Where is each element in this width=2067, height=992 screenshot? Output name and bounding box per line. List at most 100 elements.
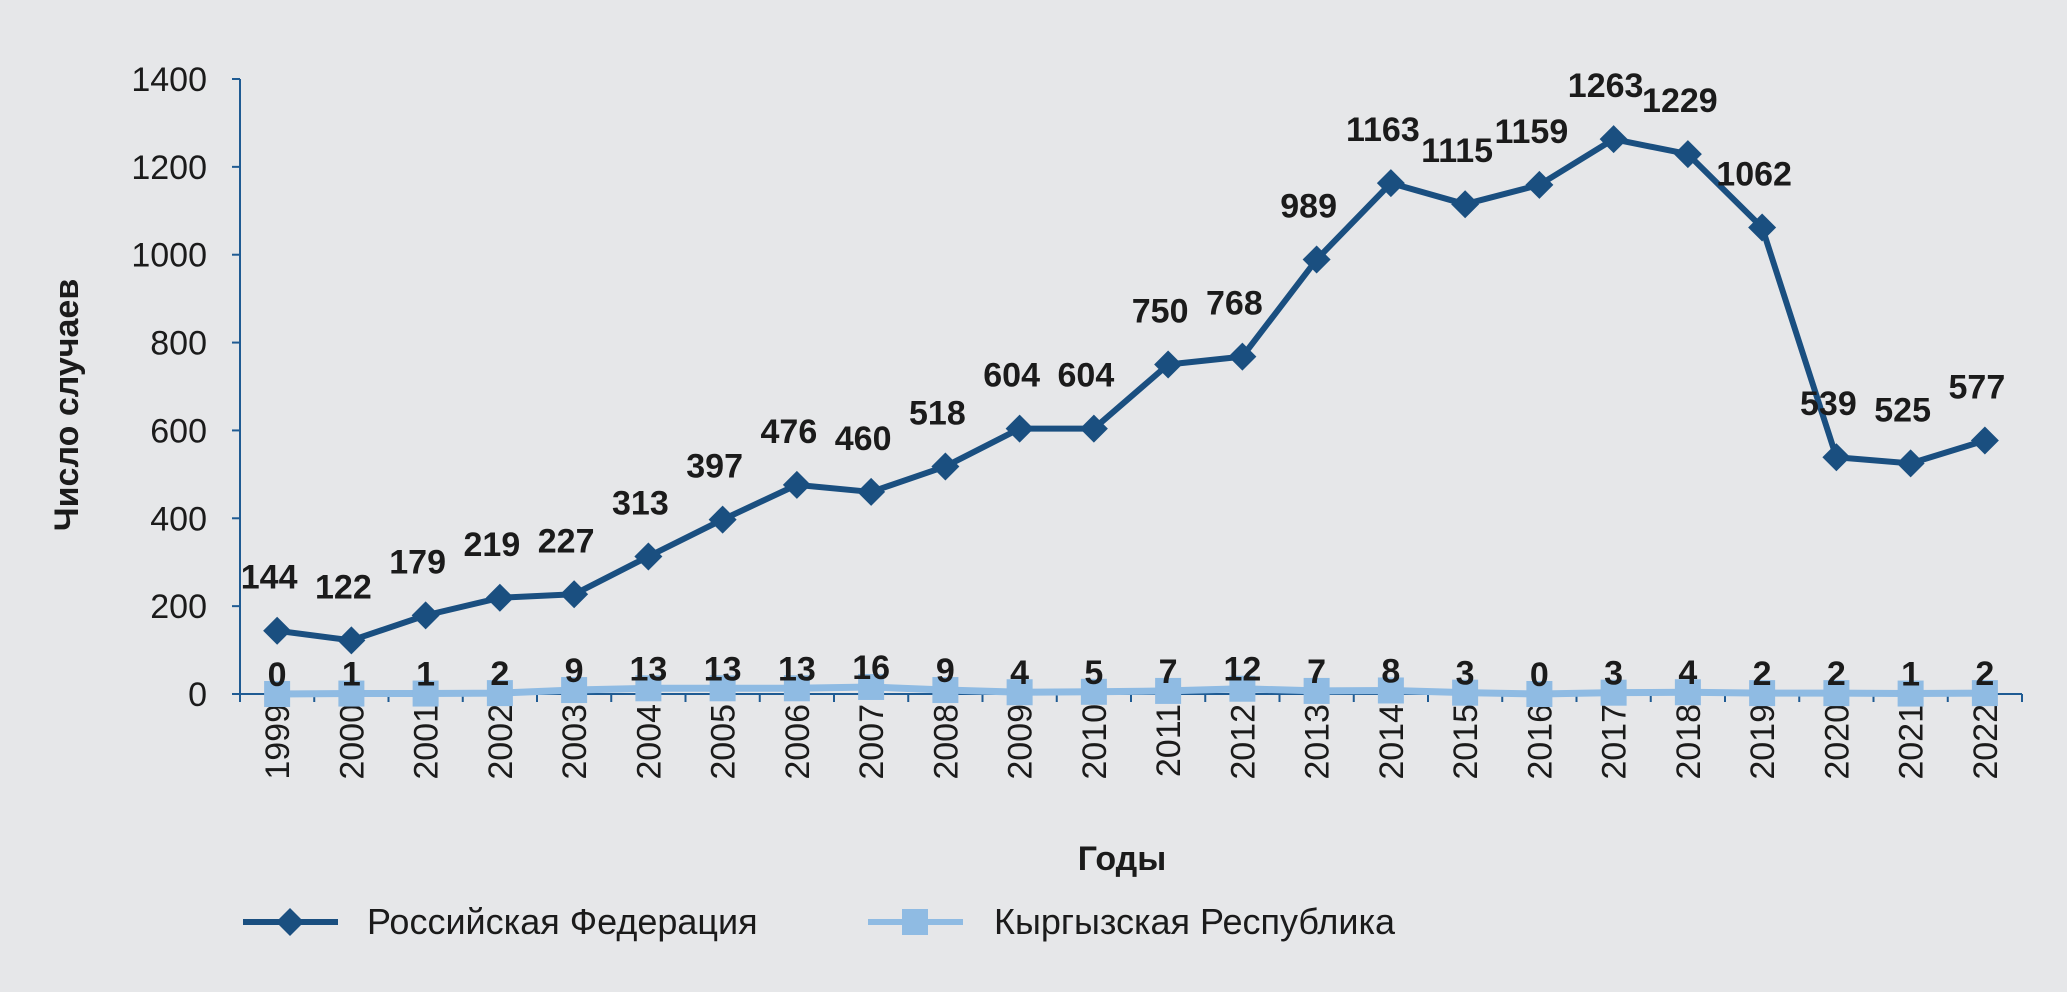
data-label-kyrgyzstan: 16: [852, 649, 890, 687]
x-tick-label: 2020: [1818, 704, 1856, 780]
data-label-russia: 144: [241, 559, 298, 597]
x-axis-ticks: 1999 2000 2001 2002 2003 2004 2005 2006 2007 2008…: [239, 694, 2023, 780]
data-label-russia: 989: [1280, 188, 1337, 226]
data-label-russia: 525: [1874, 391, 1931, 429]
data-point-kyrgyzstan: [635, 675, 662, 702]
data-point-russia: [1451, 190, 1480, 219]
data-point-kyrgyzstan: [1526, 681, 1553, 707]
series-layer: [263, 125, 1999, 707]
data-label-kyrgyzstan: 1: [416, 656, 435, 694]
y-tick-label: 1000: [131, 237, 207, 275]
data-label-russia: 1263: [1568, 67, 1644, 105]
y-tick-label: 1400: [131, 61, 207, 99]
data-point-kyrgyzstan: [709, 675, 736, 702]
data-point-kyrgyzstan: [1823, 680, 1850, 707]
data-label-kyrgyzstan: 7: [1159, 653, 1178, 691]
data-label-kyrgyzstan: 7: [1307, 653, 1326, 691]
x-tick-label: 2018: [1670, 704, 1708, 780]
data-label-russia: 604: [983, 357, 1040, 395]
data-point-kyrgyzstan: [1155, 677, 1182, 704]
data-point-russia: [1079, 414, 1108, 443]
x-tick-label: 2017: [1596, 704, 1634, 780]
data-label-kyrgyzstan: 2: [1975, 655, 1994, 693]
data-label-russia: 577: [1949, 369, 2006, 407]
data-point-russia: [337, 626, 366, 655]
data-label-russia: 1229: [1642, 82, 1718, 120]
data-point-kyrgyzstan: [1006, 679, 1033, 706]
data-point-russia: [1302, 245, 1331, 274]
data-point-russia: [1228, 342, 1257, 371]
data-label-kyrgyzstan: 8: [1381, 652, 1400, 690]
x-axis-title: Годы: [1078, 840, 1167, 878]
data-point-russia: [560, 580, 589, 609]
legend-marker-diamond-icon: [276, 908, 304, 936]
data-label-kyrgyzstan: 2: [1753, 655, 1772, 693]
data-label-kyrgyzstan: 4: [1010, 654, 1029, 692]
x-tick-label: 2021: [1893, 704, 1931, 780]
y-tick-label: 800: [150, 325, 207, 363]
y-tick-label: 200: [150, 588, 207, 626]
data-label-kyrgyzstan: 13: [629, 650, 667, 688]
x-tick-label: 1999: [259, 704, 297, 780]
data-label-russia: 750: [1132, 293, 1189, 331]
x-tick-label: 2001: [408, 704, 446, 780]
x-tick-label: 2019: [1744, 704, 1782, 780]
series-line-russia: [276, 136, 1986, 644]
data-label-russia: 539: [1800, 385, 1857, 423]
data-point-kyrgyzstan: [264, 681, 291, 707]
data-label-kyrgyzstan: 9: [936, 652, 955, 690]
x-tick-label: 2011: [1150, 704, 1188, 777]
data-label-kyrgyzstan: 2: [1827, 655, 1846, 693]
data-label-kyrgyzstan: 9: [565, 652, 584, 690]
x-tick-label: 2004: [630, 704, 668, 780]
data-label-russia: 227: [538, 522, 595, 560]
x-tick-label: 2006: [779, 704, 817, 780]
y-tick-label: 600: [150, 412, 207, 450]
x-tick-label: 2000: [333, 704, 371, 780]
legend: Российская Федерация Кыргызская Республи…: [243, 901, 1396, 942]
x-tick-label: 2015: [1447, 704, 1485, 780]
data-label-russia: 1159: [1494, 113, 1568, 151]
data-point-kyrgyzstan: [1229, 675, 1256, 702]
data-label-russia: 397: [686, 448, 743, 486]
data-point-russia: [485, 583, 514, 612]
data-label-russia: 518: [909, 394, 966, 432]
data-label-kyrgyzstan: 3: [1604, 655, 1623, 693]
data-point-kyrgyzstan: [338, 680, 365, 707]
x-tick-label: 2016: [1521, 704, 1559, 780]
data-point-kyrgyzstan: [561, 677, 588, 704]
data-point-kyrgyzstan: [412, 680, 439, 707]
data-point-kyrgyzstan: [1674, 679, 1701, 706]
data-label-kyrgyzstan: 0: [1530, 656, 1549, 694]
data-point-russia: [931, 452, 960, 481]
data-label-russia: 460: [835, 420, 892, 458]
data-point-russia: [1822, 443, 1851, 472]
data-point-kyrgyzstan: [858, 673, 885, 700]
data-point-russia: [1673, 140, 1702, 169]
data-point-russia: [1599, 125, 1628, 154]
x-tick-label: 2009: [1002, 704, 1040, 780]
data-point-russia: [782, 470, 811, 499]
data-label-kyrgyzstan: 1: [1901, 656, 1920, 694]
x-tick-label: 2002: [482, 704, 520, 780]
legend-marker-square-icon: [902, 909, 928, 935]
data-point-kyrgyzstan: [1749, 680, 1776, 707]
data-label-kyrgyzstan: 13: [778, 650, 816, 688]
data-label-russia: 1163: [1346, 111, 1420, 149]
data-point-russia: [411, 601, 440, 630]
x-tick-label: 2013: [1299, 704, 1337, 780]
data-label-russia: 768: [1206, 285, 1263, 323]
data-point-kyrgyzstan: [1600, 679, 1627, 706]
legend-item-russia: Российская Федерация: [243, 901, 758, 942]
legend-item-kyrgyzstan: Кыргызская Республика: [868, 901, 1396, 942]
data-point-kyrgyzstan: [1303, 677, 1330, 704]
data-label-kyrgyzstan: 2: [490, 655, 509, 693]
data-point-russia: [1525, 170, 1554, 199]
data-point-russia: [1154, 350, 1183, 379]
data-label-russia: 122: [315, 568, 372, 606]
data-point-kyrgyzstan: [783, 675, 810, 702]
data-point-russia: [708, 505, 737, 534]
data-label-russia: 604: [1058, 357, 1115, 395]
data-point-russia: [1376, 169, 1405, 198]
